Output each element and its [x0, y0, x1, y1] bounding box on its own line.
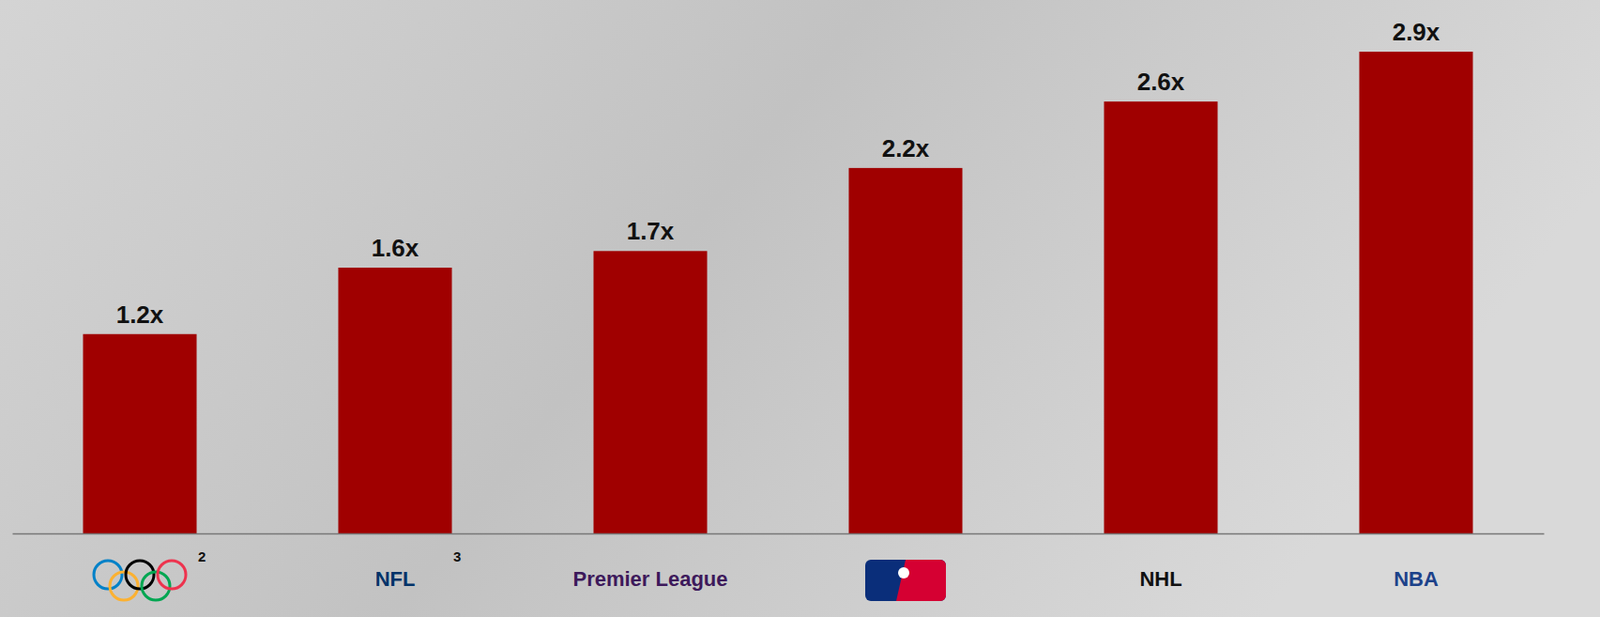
footnote-marker: 2	[198, 548, 206, 564]
tick-label: NHL	[1139, 566, 1182, 591]
data-label: 1.7x	[626, 216, 675, 245]
data-label: 1.6x	[371, 233, 420, 262]
data-label: 2.6x	[1137, 67, 1186, 96]
logos	[93, 559, 946, 601]
data-labels: 1.2x 1.6x 1.7x 2.2x 2.6x 2.9x	[116, 17, 1441, 329]
tick-label: Premier League	[572, 566, 728, 591]
data-label: 2.2x	[882, 134, 930, 163]
tick: NFL	[375, 533, 416, 591]
tick: NBA	[1393, 533, 1439, 591]
logo-mlb	[865, 559, 946, 601]
bar	[848, 167, 962, 534]
footnote-marker: 3	[453, 548, 461, 564]
logo-mlb	[898, 566, 910, 579]
logo-ring	[157, 560, 186, 589]
x-axis: NFL Premier League NHL NBA	[13, 533, 1545, 591]
tick-label: NFL	[375, 566, 416, 591]
bar	[337, 267, 452, 534]
bar	[593, 250, 707, 534]
bar	[82, 334, 197, 534]
logo-mlb	[896, 559, 946, 601]
data-label: 1.2x	[116, 300, 165, 329]
tick: Premier League	[572, 533, 728, 591]
bar	[1358, 51, 1473, 534]
tick-label: NBA	[1393, 566, 1439, 591]
axis-line	[13, 533, 1545, 535]
chart: 1.2x 1.6x 1.7x 2.2x 2.6x 2.9x NFL Premier Leagu…	[0, 0, 1600, 617]
bar	[1103, 101, 1218, 534]
bars	[82, 51, 1473, 534]
data-label: 2.9x	[1392, 17, 1441, 46]
background	[0, 0, 1600, 617]
tick: NHL	[1139, 533, 1182, 591]
